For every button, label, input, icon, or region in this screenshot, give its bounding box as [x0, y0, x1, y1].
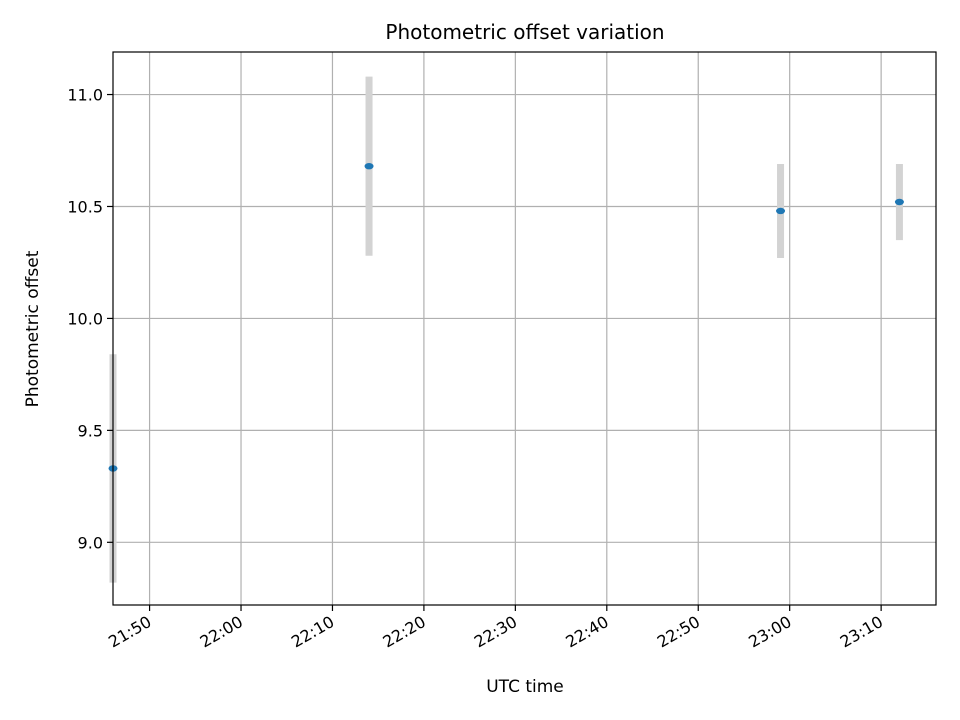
chart-title: Photometric offset variation [385, 20, 664, 44]
data-points [108, 162, 904, 472]
grid [113, 52, 936, 605]
x-tick-label: 22:50 [654, 612, 703, 652]
x-tick-label: 22:00 [197, 612, 246, 652]
x-tick-label: 21:50 [105, 612, 154, 652]
y-tick-label: 10.5 [67, 197, 103, 216]
x-tick-label: 23:10 [837, 612, 886, 652]
data-point [894, 198, 904, 206]
x-tick-label: 22:10 [288, 612, 337, 652]
x-tick-label: 22:40 [562, 612, 611, 652]
y-tick-label: 11.0 [67, 86, 103, 105]
y-axis-label: Photometric offset [23, 250, 43, 407]
y-tick-label: 9.0 [78, 533, 103, 552]
y-axis-ticks: 9.0 9.5 10.0 10.5 11.0 [67, 86, 113, 552]
plot-frame [112, 51, 937, 606]
data-point [776, 207, 786, 215]
x-axis-ticks: 21:50 22:00 22:10 22:20 22:30 22:40 22:50 23:00… [105, 605, 886, 652]
data-point [364, 162, 374, 170]
errorbars [109, 76, 903, 583]
x-tick-label: 22:20 [379, 612, 428, 652]
y-tick-label: 9.5 [78, 421, 103, 440]
x-axis-label: UTC time [486, 677, 564, 697]
y-tick-label: 10.0 [67, 309, 103, 328]
x-tick-label: 22:30 [471, 612, 520, 652]
x-tick-label: 23:00 [745, 612, 794, 652]
